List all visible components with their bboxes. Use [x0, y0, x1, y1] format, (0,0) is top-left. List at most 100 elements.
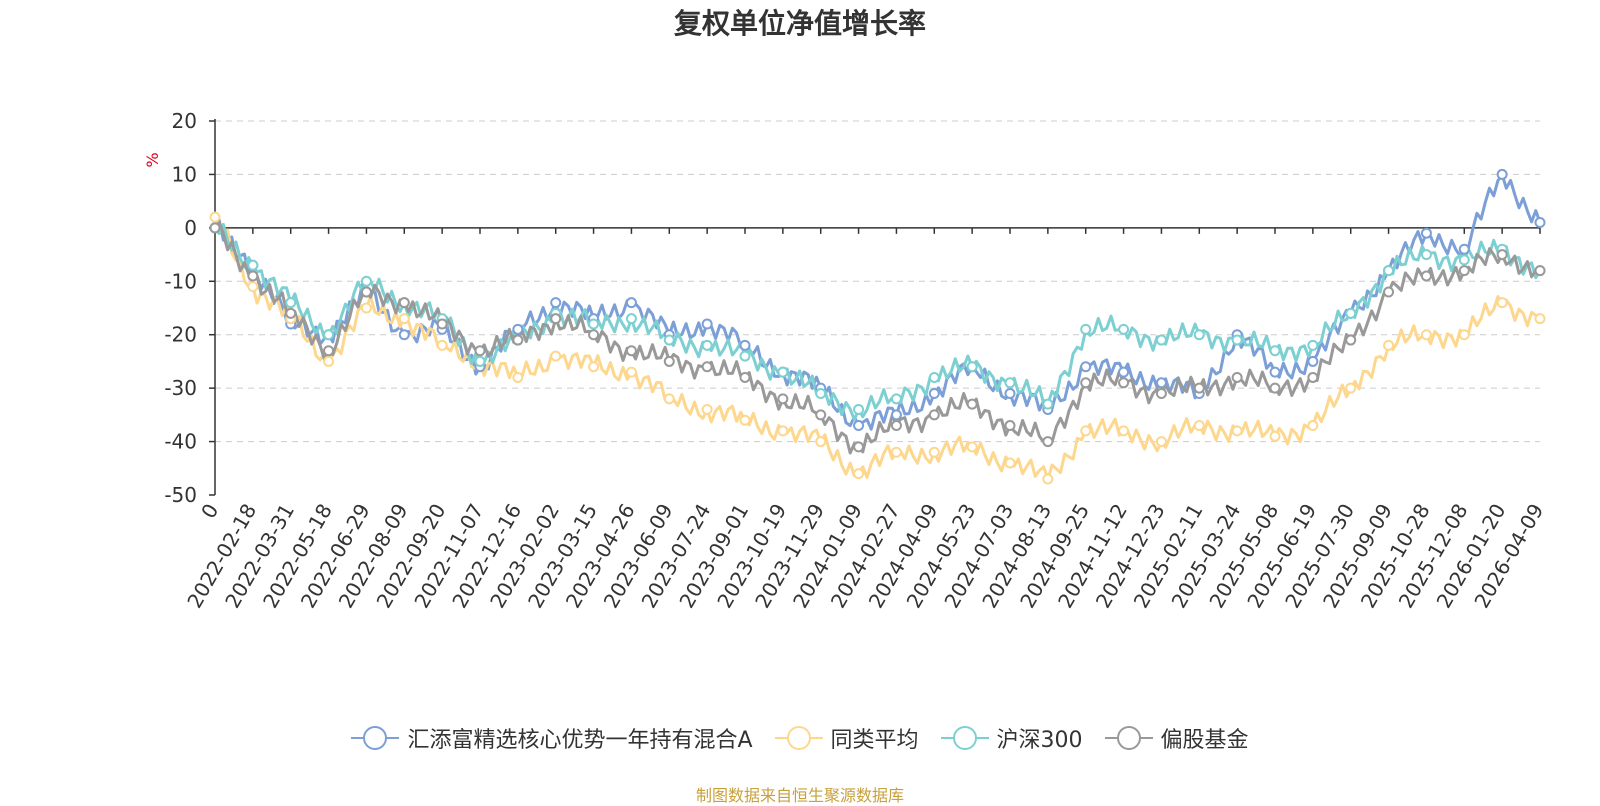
data-point[interactable] [1307, 420, 1319, 432]
data-point[interactable] [1042, 473, 1054, 485]
data-point[interactable] [398, 313, 410, 325]
data-point[interactable] [1004, 377, 1016, 389]
data-point[interactable] [1345, 334, 1357, 346]
data-point[interactable] [550, 297, 562, 309]
data-point[interactable] [890, 393, 902, 405]
data-point[interactable] [853, 441, 865, 453]
data-point[interactable] [1231, 334, 1243, 346]
data-point[interactable] [928, 446, 940, 458]
data-point[interactable] [1383, 286, 1395, 298]
data-point[interactable] [1383, 339, 1395, 351]
data-point[interactable] [474, 355, 486, 367]
data-point[interactable] [966, 361, 978, 373]
data-point[interactable] [512, 371, 524, 383]
data-point[interactable] [777, 425, 789, 437]
data-point[interactable] [1345, 382, 1357, 394]
data-point[interactable] [1004, 387, 1016, 399]
legend-item[interactable]: 偏股基金 [1104, 722, 1249, 754]
data-point[interactable] [890, 420, 902, 432]
data-point[interactable] [853, 468, 865, 480]
data-point[interactable] [360, 286, 372, 298]
data-point[interactable] [1534, 217, 1546, 229]
data-point[interactable] [550, 313, 562, 325]
data-point[interactable] [1004, 420, 1016, 432]
data-point[interactable] [1080, 323, 1092, 335]
data-point[interactable] [853, 404, 865, 416]
data-point[interactable] [777, 366, 789, 378]
data-point[interactable] [1118, 366, 1130, 378]
data-point[interactable] [1496, 297, 1508, 309]
data-point[interactable] [1155, 334, 1167, 346]
data-point[interactable] [1080, 361, 1092, 373]
data-point[interactable] [966, 441, 978, 453]
data-point[interactable] [625, 345, 637, 357]
data-point[interactable] [1080, 377, 1092, 389]
data-point[interactable] [323, 355, 335, 367]
data-point[interactable] [247, 259, 259, 271]
data-point[interactable] [739, 350, 751, 362]
data-point[interactable] [1307, 339, 1319, 351]
data-point[interactable] [1118, 377, 1130, 389]
data-point[interactable] [512, 334, 524, 346]
data-point[interactable] [928, 371, 940, 383]
data-point[interactable] [1155, 377, 1167, 389]
data-point[interactable] [550, 350, 562, 362]
data-point[interactable] [701, 404, 713, 416]
data-point[interactable] [209, 222, 221, 234]
data-point[interactable] [625, 313, 637, 325]
data-point[interactable] [890, 409, 902, 421]
data-point[interactable] [890, 446, 902, 458]
data-point[interactable] [1534, 265, 1546, 277]
data-point[interactable] [436, 318, 448, 330]
data-point[interactable] [1231, 371, 1243, 383]
data-point[interactable] [1458, 243, 1470, 255]
data-point[interactable] [701, 361, 713, 373]
data-point[interactable] [663, 334, 675, 346]
data-point[interactable] [1118, 323, 1130, 335]
data-point[interactable] [247, 270, 259, 282]
data-point[interactable] [815, 387, 827, 399]
legend-item[interactable]: 同类平均 [774, 722, 919, 754]
data-point[interactable] [701, 339, 713, 351]
data-point[interactable] [588, 361, 600, 373]
data-point[interactable] [739, 339, 751, 351]
data-point[interactable] [1458, 265, 1470, 277]
data-point[interactable] [625, 366, 637, 378]
data-point[interactable] [360, 302, 372, 314]
data-point[interactable] [815, 436, 827, 448]
data-point[interactable] [1193, 329, 1205, 341]
data-point[interactable] [663, 355, 675, 367]
data-point[interactable] [1269, 366, 1281, 378]
data-point[interactable] [1269, 345, 1281, 357]
data-point[interactable] [1420, 329, 1432, 341]
data-point[interactable] [625, 297, 637, 309]
data-point[interactable] [1269, 382, 1281, 394]
data-point[interactable] [285, 297, 297, 309]
data-point[interactable] [1269, 430, 1281, 442]
data-point[interactable] [512, 323, 524, 335]
data-point[interactable] [1155, 387, 1167, 399]
data-point[interactable] [1496, 249, 1508, 261]
data-point[interactable] [1231, 425, 1243, 437]
data-point[interactable] [1534, 313, 1546, 325]
data-point[interactable] [739, 414, 751, 426]
data-point[interactable] [398, 329, 410, 341]
data-point[interactable] [588, 318, 600, 330]
data-point[interactable] [853, 420, 865, 432]
data-point[interactable] [815, 409, 827, 421]
data-point[interactable] [1420, 270, 1432, 282]
data-point[interactable] [247, 281, 259, 293]
data-point[interactable] [1193, 382, 1205, 394]
data-point[interactable] [777, 393, 789, 405]
data-point[interactable] [1345, 307, 1357, 319]
legend-item[interactable]: 沪深300 [940, 722, 1083, 754]
data-point[interactable] [1307, 355, 1319, 367]
data-point[interactable] [1383, 265, 1395, 277]
data-point[interactable] [663, 393, 675, 405]
data-point[interactable] [398, 297, 410, 309]
data-point[interactable] [1458, 254, 1470, 266]
data-point[interactable] [285, 307, 297, 319]
data-point[interactable] [588, 329, 600, 341]
data-point[interactable] [1458, 329, 1470, 341]
data-point[interactable] [701, 318, 713, 330]
